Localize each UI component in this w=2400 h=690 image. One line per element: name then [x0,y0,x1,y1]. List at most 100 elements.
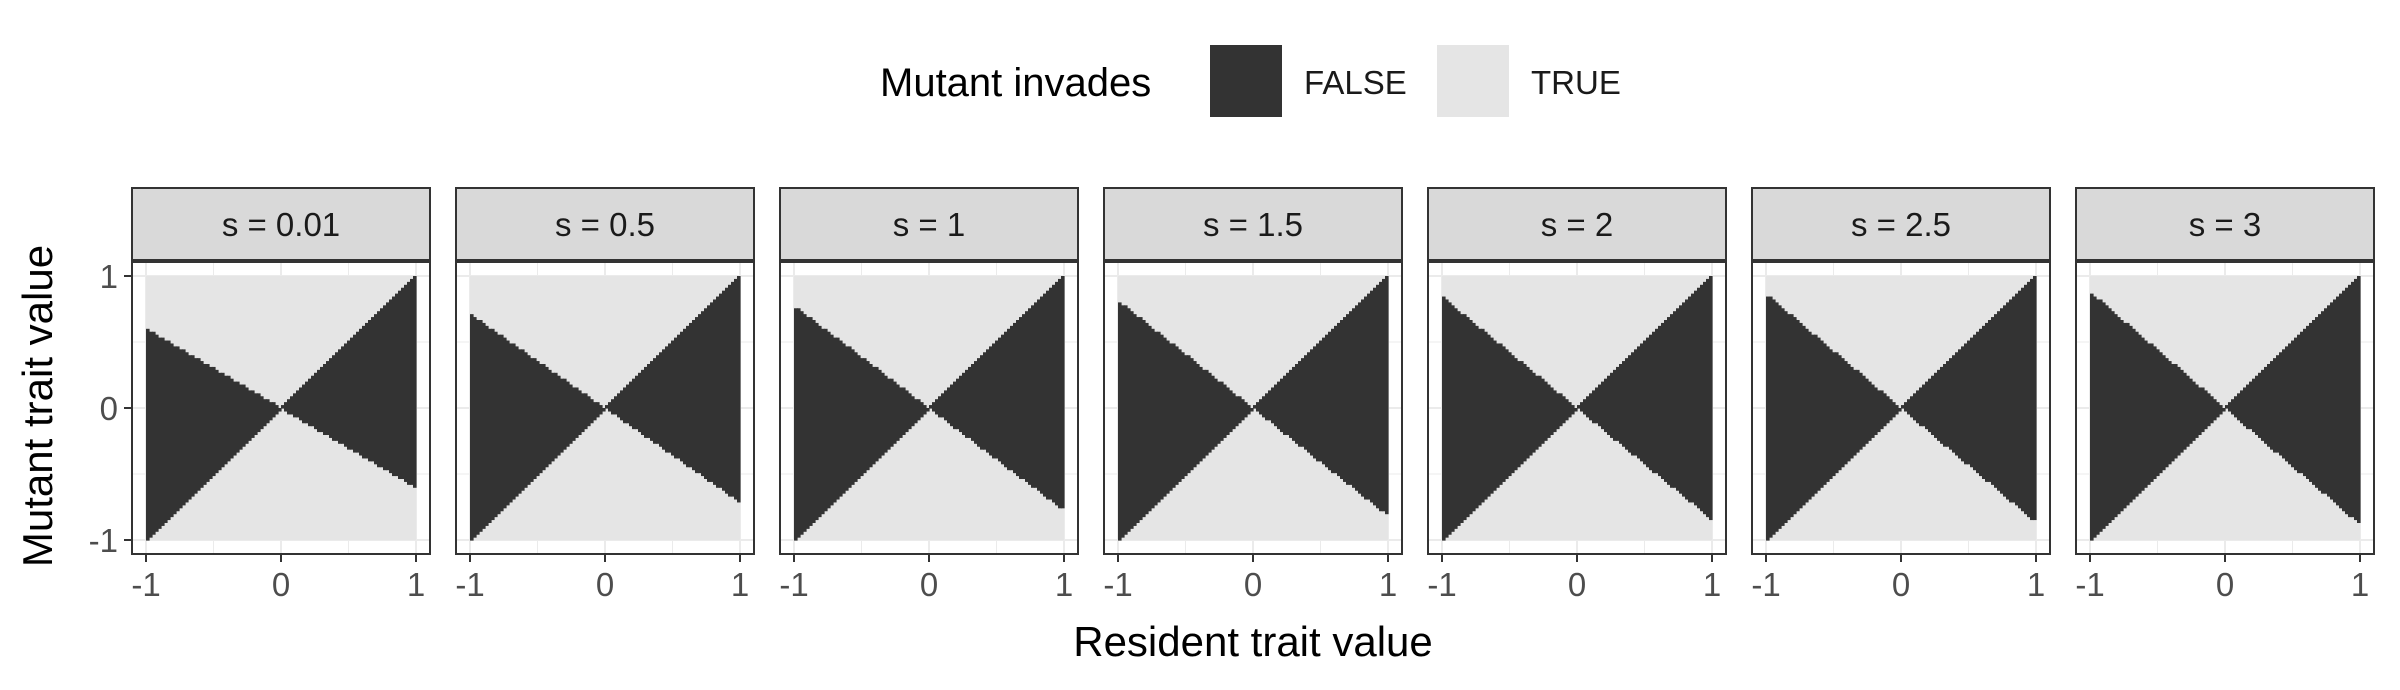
region-cell [1997,311,2001,491]
region-cell [1145,322,1149,515]
region-cell [965,369,969,438]
region-cell [1538,375,1542,447]
region-cell [2006,302,2010,500]
region-cell [1685,299,1689,500]
region-cell [1250,408,1254,412]
region-cell [1337,322,1341,477]
invades-false-region [2090,276,2361,541]
region-cell [1985,322,1989,482]
x-tick-label: 1 [2027,566,2045,603]
region-cell [1319,340,1323,462]
region-cell [1136,317,1140,523]
facet-strip [2075,187,2375,261]
region-cell [2174,364,2178,459]
region-cell [1001,334,1005,465]
region-cell [1355,305,1359,491]
region-cell [1043,293,1047,497]
region-cell [377,311,381,468]
region-cell [1823,343,1827,485]
region-cell [2237,393,2241,421]
region-cell [1931,375,1935,435]
facet-strip-label: s = 0.01 [222,206,340,243]
region-cell [2003,305,2007,497]
region-cell [875,366,879,462]
facet-strip [1427,187,1727,261]
x-tick-label: -1 [1751,566,1780,603]
region-cell [821,328,825,515]
region-cell [971,364,975,441]
region-cell [2207,393,2211,427]
region-cell [1445,299,1449,538]
region-cell [287,399,291,415]
region-cell [191,355,195,497]
region-cell [1307,352,1311,453]
region-cell [314,372,318,430]
region-cell [956,378,960,430]
region-cell [2351,281,2355,518]
region-cell [1289,369,1293,438]
region-cell [2270,361,2274,450]
region-cell [1163,337,1167,497]
region-cell [608,402,612,412]
region-cell [2300,331,2304,474]
region-cell [1460,314,1464,523]
region-cell [485,325,489,526]
region-cell [911,396,915,427]
region-cell [680,331,684,462]
region-cell [1577,405,1581,409]
region-cell [1850,366,1854,459]
region-cell [1379,281,1383,512]
region-cell [368,320,372,462]
region-cell [938,396,942,418]
facet-panel: s = 3 -1 0 1 [2075,187,2375,603]
region-cell [704,308,708,479]
region-cell [338,349,342,444]
region-cell [662,349,666,450]
region-cell [155,334,159,532]
region-cell [1682,302,1686,497]
region-cell [1364,296,1368,500]
region-cell [1679,305,1683,494]
region-cell [2171,364,2175,462]
region-cell [398,290,402,479]
legend-key-true [1437,45,1509,117]
region-cell [1259,399,1263,415]
region-cell [2114,314,2118,518]
region-cell [521,349,525,491]
region-cell [629,381,633,427]
region-cell [1832,352,1836,477]
region-cell [1253,405,1257,409]
region-cell [185,352,189,503]
region-cell [512,343,516,500]
region-cell [506,340,510,506]
region-cell [926,408,930,412]
region-cell [239,384,243,450]
region-cell [1535,375,1539,450]
region-cell [1274,384,1278,427]
region-cell [296,390,300,418]
region-cell [1295,364,1299,444]
region-cell [1247,405,1251,415]
region-cell [1655,328,1659,474]
region-cell [323,364,327,435]
region-cell [1958,349,1962,459]
region-cell [479,320,483,532]
facet-strip-label: s = 2.5 [1851,206,1951,243]
region-cell [2147,343,2151,485]
region-cell [2285,346,2289,462]
region-cell [830,334,834,506]
region-cell [1580,402,1584,412]
region-cell [1517,361,1521,468]
region-cell [2093,296,2097,538]
region-cell [218,372,222,471]
region-cell [1640,343,1644,462]
legend: Mutant invades FALSE TRUE [880,45,1621,117]
region-cell [2294,337,2298,471]
x-tick-label: 0 [2216,566,2234,603]
region-cell [224,375,228,465]
region-cell [731,281,735,497]
region-cell [335,352,339,441]
region-cell [2255,375,2259,435]
region-cell [2252,378,2256,433]
region-cell [395,293,399,477]
